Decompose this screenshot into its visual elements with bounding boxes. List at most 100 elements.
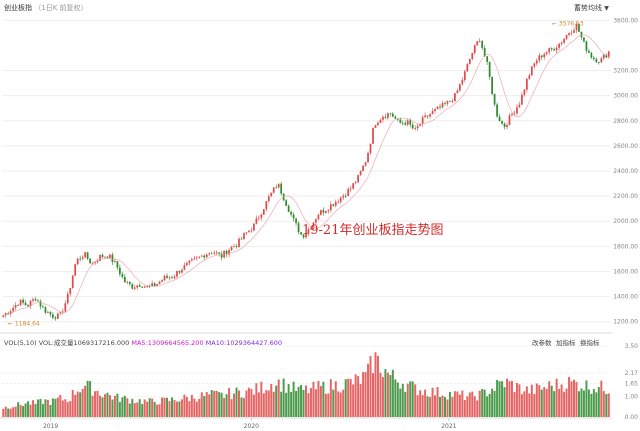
volume-bar — [99, 395, 102, 417]
volume-bar — [151, 398, 154, 417]
vol-value: VOL:成交量1069317216.000 — [38, 339, 130, 347]
candle-body — [104, 256, 106, 258]
volume-bar — [168, 401, 171, 417]
volume-bar — [205, 392, 208, 417]
price-candles[interactable] — [2, 21, 610, 321]
volume-bar — [587, 389, 590, 417]
volume-bars[interactable] — [2, 352, 610, 417]
volume-bar — [543, 387, 546, 417]
volume-bar — [185, 396, 188, 417]
volume-bar — [324, 393, 327, 417]
candle-body — [277, 183, 280, 188]
volume-bar — [7, 408, 10, 417]
candle-body — [337, 201, 340, 203]
volume-bar — [245, 390, 248, 417]
candle-body — [200, 255, 203, 257]
volume-bar — [525, 386, 528, 417]
price-markers: ← 1184.64 ← 3576.13 — [8, 20, 584, 327]
candle-body — [327, 210, 330, 211]
price-y-axis: 3600.00 3200.00 3000.00 2800.00 2600.00 2400.… — [613, 17, 638, 325]
volume-bar — [141, 404, 144, 417]
candle-body — [143, 286, 146, 288]
candle-body — [590, 52, 593, 58]
candle-body — [521, 94, 523, 105]
volume-bar — [309, 388, 312, 417]
candle-body — [511, 114, 513, 116]
candle-body — [605, 54, 608, 58]
candle-body — [384, 116, 387, 118]
volume-bar — [34, 403, 37, 417]
candle-body — [389, 113, 392, 115]
volume-bar — [431, 387, 434, 417]
volume-bar — [349, 379, 352, 417]
price-y-tick-label: 1800.00 — [613, 243, 638, 250]
candle-body — [136, 285, 139, 288]
volume-bar — [136, 402, 139, 417]
volume-bar — [178, 401, 181, 417]
add-indicator-button[interactable]: 加指标 — [556, 339, 576, 347]
volume-bar — [339, 392, 342, 417]
candle-body — [545, 52, 548, 54]
indicator-select-label: 蓄势均线 — [574, 4, 602, 12]
volume-bar — [103, 394, 106, 417]
candle-body — [315, 219, 317, 223]
volume-bar — [329, 379, 332, 417]
candle-body — [156, 284, 158, 287]
candle-body — [37, 300, 39, 302]
candle-body — [354, 182, 357, 184]
indicator-select-button[interactable]: 蓄势均线 ▼ — [574, 3, 609, 13]
candle-body — [79, 258, 82, 260]
candle-body — [449, 100, 451, 102]
volume-bar — [357, 376, 360, 417]
volume-bar — [406, 383, 409, 417]
volume-bar — [461, 390, 464, 417]
candle-body — [215, 252, 218, 254]
candle-body — [121, 274, 124, 277]
candle-body — [253, 223, 255, 231]
volume-bar — [247, 387, 250, 417]
candle-body — [138, 285, 141, 287]
volume-bar — [180, 399, 183, 417]
price-y-tick-label: 2200.00 — [613, 193, 638, 200]
price-grid — [2, 19, 610, 323]
volume-bar — [381, 377, 384, 417]
candle-body — [454, 93, 456, 102]
volume-bar — [466, 396, 469, 417]
volume-bar — [411, 381, 414, 417]
candle-body — [404, 123, 407, 125]
candle-body — [285, 200, 288, 206]
volume-bar — [337, 391, 340, 417]
candle-body — [560, 42, 563, 44]
candle-body — [257, 217, 260, 219]
candle-body — [597, 62, 600, 63]
price-y-tick-label: 3000.00 — [613, 93, 638, 100]
candle-body — [476, 41, 479, 46]
candle-body — [267, 196, 270, 202]
candle-body — [84, 252, 87, 258]
switch-indicator-button[interactable]: 换指标 — [580, 339, 600, 347]
volume-bar — [312, 381, 315, 417]
volume-bar — [166, 397, 169, 417]
volume-bar — [238, 390, 240, 417]
candle-body — [22, 299, 24, 303]
volume-bar — [369, 356, 372, 417]
candle-body — [471, 53, 474, 59]
candle-body — [39, 301, 42, 307]
volume-bar — [530, 384, 533, 417]
chart-header: 创业板指 （1日K 前复权） — [4, 3, 88, 13]
candle-body — [208, 253, 211, 255]
candle-body — [498, 116, 501, 122]
candle-body — [329, 204, 332, 211]
volume-bar — [332, 389, 335, 417]
volume-y-tick-label: 0.00 — [625, 414, 639, 421]
candle-body — [429, 114, 431, 117]
change-params-button[interactable]: 改参数 — [532, 339, 552, 347]
price-ma-line — [3, 34, 609, 316]
volume-bar — [396, 382, 399, 417]
candle-body — [347, 189, 350, 197]
candle-body — [543, 53, 546, 58]
volume-bar — [421, 395, 424, 417]
volume-bar — [404, 391, 407, 417]
volume-bar — [79, 392, 82, 417]
